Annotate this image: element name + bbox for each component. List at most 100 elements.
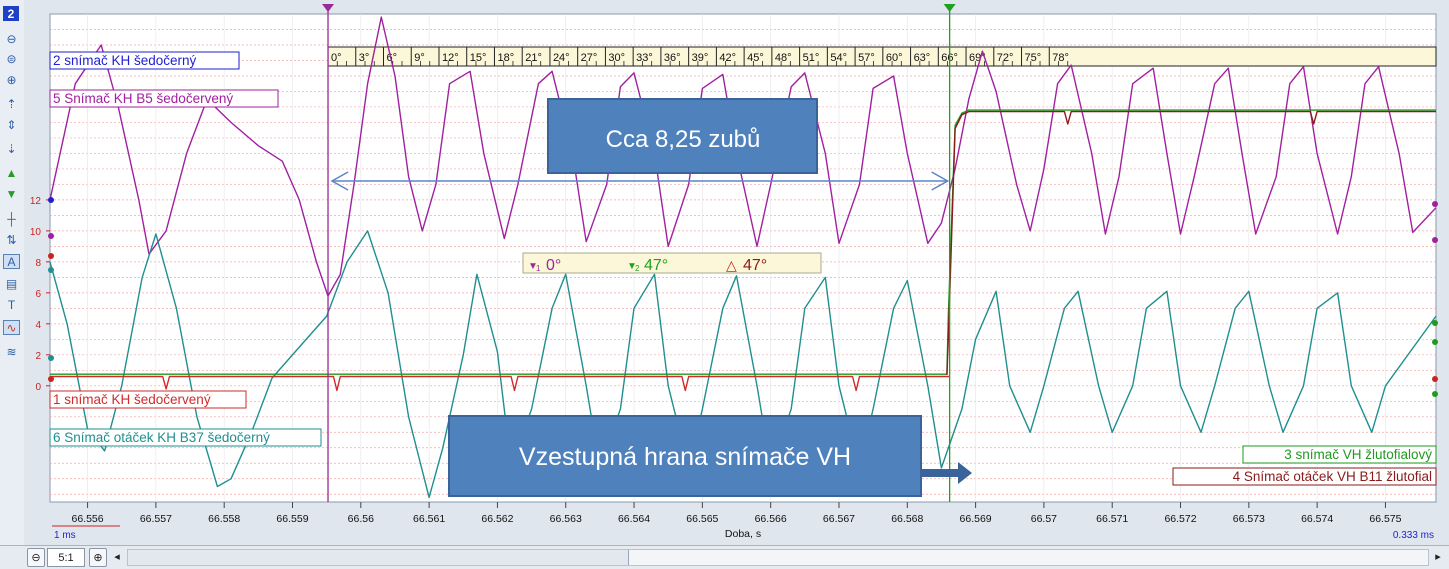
channel-label-1-frame xyxy=(49,390,247,409)
channel-marker-left xyxy=(48,267,54,273)
ruler-readout: ▼1 0° ▼2 47° △ 47° xyxy=(522,252,822,274)
channel-marker-right xyxy=(1432,391,1438,397)
scroll-right-button[interactable]: ▸ xyxy=(1431,548,1445,565)
x-tick-label: 66.573 xyxy=(1233,513,1265,525)
scrollbar-thumb[interactable] xyxy=(128,550,629,565)
degree-ruler-label: 33° xyxy=(636,52,653,64)
ruler-1-readout-value: 0° xyxy=(546,257,561,274)
zoom-out-icon: ⊖ xyxy=(31,552,41,564)
degree-ruler-label: 12° xyxy=(442,52,459,64)
chart-alt-button[interactable]: ≋ xyxy=(3,344,20,359)
y-tick-label: 12 xyxy=(30,196,42,207)
table-button[interactable]: ▤ xyxy=(3,276,20,291)
move-down-button[interactable]: ⇣ xyxy=(3,141,20,156)
table-icon: ▤ xyxy=(5,276,18,291)
degree-ruler-label: 72° xyxy=(997,52,1014,64)
channel-marker-right xyxy=(1432,339,1438,345)
ruler-readout-box xyxy=(522,252,822,274)
zoom-out-icon: ⊖ xyxy=(6,31,17,46)
arrow-down-green-icon: ▼ xyxy=(5,186,18,201)
degree-ruler-label: 3° xyxy=(359,52,370,64)
scroll-left-button[interactable]: ◂ xyxy=(110,548,124,565)
scale-bar-right-label: 0.333 ms xyxy=(1393,530,1434,541)
zoom-fit-button[interactable]: ⊜ xyxy=(3,51,20,66)
chart-button[interactable]: ∿ xyxy=(3,320,20,335)
channel-label-2: 2 snímač KH šedočerný xyxy=(53,53,197,68)
x-tick-label: 66.57 xyxy=(1031,513,1057,525)
x-tick-label: 66.575 xyxy=(1369,513,1401,525)
rising-edge-box xyxy=(448,415,922,497)
degree-ruler-label: 54° xyxy=(830,52,847,64)
x-tick-label: 66.556 xyxy=(72,513,104,525)
text-label-button[interactable]: A xyxy=(3,254,20,269)
x-tick-label: 66.569 xyxy=(960,513,992,525)
text-format-button[interactable]: T xyxy=(3,297,20,312)
ruler-2-handle[interactable] xyxy=(943,4,956,12)
x-tick-label: 66.561 xyxy=(413,513,445,525)
x-tick-label: 66.574 xyxy=(1301,513,1333,525)
left-toolbar: 2 ⊖ ⊜ ⊕ ⇡ ⇕ ⇣ ▲ ▼ ┼ ⇅ A ▤ T ∿ ≋ xyxy=(0,0,25,545)
text-format-icon: T xyxy=(7,297,16,312)
y-tick-label: 6 xyxy=(35,289,41,300)
x-tick-label: 66.565 xyxy=(686,513,718,525)
rising-edge-arrow xyxy=(921,462,972,484)
ruler-delta-readout-icon: △ xyxy=(726,257,737,273)
x-tick-label: 66.568 xyxy=(891,513,923,525)
degree-ruler-label: 60° xyxy=(886,52,903,64)
zoom-in-button[interactable]: ⊕ xyxy=(3,72,20,87)
channel-marker-right xyxy=(1432,320,1438,326)
scroll-right-icon: ▸ xyxy=(1435,551,1441,563)
channel-label-1: 1 snímač KH šedočervený xyxy=(53,392,211,407)
sort-button[interactable]: ⇅ xyxy=(3,232,20,247)
ruler-delta-readout-value: 47° xyxy=(743,257,767,274)
x-tick-label: 66.567 xyxy=(823,513,855,525)
x-axis-label: Doba, s xyxy=(725,528,761,540)
teeth-count-callout: Cca 8,25 zubů xyxy=(606,126,761,153)
grid-icon: ┼ xyxy=(7,211,16,226)
degree-ruler-label: 42° xyxy=(719,52,736,64)
degree-ruler-label: 0° xyxy=(331,52,342,64)
degree-ruler-label: 48° xyxy=(775,52,792,64)
degree-ruler-label: 39° xyxy=(692,52,709,64)
degree-ruler-label: 36° xyxy=(664,52,681,64)
channel-marker-left xyxy=(48,355,54,361)
y-tick-label: 10 xyxy=(30,227,42,238)
zoom-out-button[interactable]: ⊖ xyxy=(27,548,45,567)
channel-marker-left xyxy=(48,233,54,239)
zoom-in-icon: ⊕ xyxy=(6,72,17,87)
chart-icon: ∿ xyxy=(6,320,17,335)
x-tick-label: 66.56 xyxy=(348,513,374,525)
ruler-1-handle[interactable] xyxy=(322,4,335,12)
expand-vertical-button[interactable]: ⇕ xyxy=(3,117,20,132)
degree-ruler-label: 15° xyxy=(470,52,487,64)
zoom-out-button[interactable]: ⊖ xyxy=(3,31,20,46)
scale-bar-left-label: 1 ms xyxy=(54,530,76,541)
ruler-2-readout-icon: ▼ xyxy=(627,261,637,272)
grid-button[interactable]: ┼ xyxy=(3,211,20,226)
channel-marker-left xyxy=(48,197,54,203)
x-tick-label: 66.566 xyxy=(755,513,787,525)
horizontal-scrollbar[interactable] xyxy=(127,549,1429,566)
x-tick-label: 66.562 xyxy=(481,513,513,525)
channel-marker-left xyxy=(48,253,54,259)
arrow-down-green-button[interactable]: ▼ xyxy=(3,186,20,201)
move-up-button[interactable]: ⇡ xyxy=(3,96,20,111)
channel-label-5-frame xyxy=(49,89,279,108)
arrow-up-green-icon: ▲ xyxy=(5,165,18,180)
arrow-up-green-button[interactable]: ▲ xyxy=(3,165,20,180)
expand-vertical-icon: ⇕ xyxy=(6,117,17,132)
channel-label-6-frame xyxy=(49,428,322,447)
span-arrow-left-head xyxy=(330,171,349,191)
zoom-in-button[interactable]: ⊕ xyxy=(89,548,107,567)
channel-badge[interactable]: 2 xyxy=(3,6,19,21)
degree-ruler-label: 63° xyxy=(914,52,931,64)
zoom-in-icon: ⊕ xyxy=(93,552,103,564)
teeth-count-box xyxy=(547,98,818,174)
x-tick-label: 66.572 xyxy=(1164,513,1196,525)
degree-ruler-label: 9° xyxy=(414,52,425,64)
text-label-icon: A xyxy=(7,254,16,269)
bottom-bar: ⊖ 5:1 ⊕ ◂ ▸ xyxy=(0,545,1449,569)
scroll-left-icon: ◂ xyxy=(114,551,120,563)
span-arrow-right-head xyxy=(931,171,950,191)
